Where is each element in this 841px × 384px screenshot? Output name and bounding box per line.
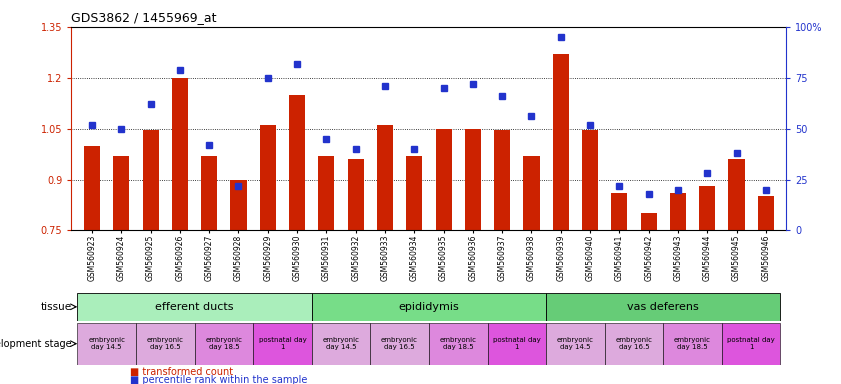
Bar	[670, 193, 686, 230]
Bar	[728, 159, 744, 230]
Bar	[553, 54, 569, 230]
Bar	[194, 323, 253, 365]
Bar	[488, 323, 546, 365]
Bar	[429, 323, 488, 365]
Bar	[611, 193, 627, 230]
Bar	[114, 156, 130, 230]
Bar	[436, 129, 452, 230]
Text: embryonic
day 16.5: embryonic day 16.5	[381, 337, 418, 350]
Bar	[312, 323, 370, 365]
Bar	[260, 125, 276, 230]
Bar	[664, 323, 722, 365]
Text: embryonic
day 16.5: embryonic day 16.5	[616, 337, 653, 350]
Text: embryonic
day 18.5: embryonic day 18.5	[674, 337, 711, 350]
Bar	[172, 78, 188, 230]
Text: embryonic
day 14.5: embryonic day 14.5	[88, 337, 125, 350]
Bar	[546, 293, 780, 321]
Bar	[289, 95, 305, 230]
Bar	[230, 180, 246, 230]
Bar	[641, 214, 657, 230]
Bar	[546, 323, 605, 365]
Bar	[142, 130, 159, 230]
Text: postnatal day
1: postnatal day 1	[493, 337, 541, 350]
Bar	[605, 323, 664, 365]
Bar	[406, 156, 422, 230]
Bar	[318, 156, 335, 230]
Text: development stage: development stage	[0, 339, 72, 349]
Bar	[758, 197, 774, 230]
Bar	[136, 323, 194, 365]
Text: embryonic
day 14.5: embryonic day 14.5	[322, 337, 359, 350]
Bar	[347, 159, 363, 230]
Text: embryonic
day 18.5: embryonic day 18.5	[440, 337, 477, 350]
Bar	[377, 125, 393, 230]
Text: GDS3862 / 1455969_at: GDS3862 / 1455969_at	[71, 11, 217, 24]
Text: embryonic
day 14.5: embryonic day 14.5	[557, 337, 594, 350]
Text: tissue: tissue	[41, 302, 72, 312]
Text: ■ transformed count: ■ transformed count	[130, 367, 234, 377]
Bar	[312, 293, 546, 321]
Bar	[582, 130, 598, 230]
Text: postnatal day
1: postnatal day 1	[727, 337, 775, 350]
Bar	[465, 129, 481, 230]
Text: ■ percentile rank within the sample: ■ percentile rank within the sample	[130, 375, 308, 384]
Bar	[253, 323, 312, 365]
Bar	[84, 146, 100, 230]
Bar	[699, 186, 716, 230]
Text: embryonic
day 16.5: embryonic day 16.5	[146, 337, 183, 350]
Bar	[201, 156, 217, 230]
Bar	[370, 323, 429, 365]
Text: embryonic
day 18.5: embryonic day 18.5	[205, 337, 242, 350]
Text: efferent ducts: efferent ducts	[156, 302, 234, 312]
Text: postnatal day
1: postnatal day 1	[258, 337, 306, 350]
Bar	[77, 293, 312, 321]
Bar	[77, 323, 136, 365]
Bar	[523, 156, 540, 230]
Bar	[722, 323, 780, 365]
Text: vas deferens: vas deferens	[627, 302, 699, 312]
Text: epididymis: epididymis	[399, 302, 459, 312]
Bar	[495, 130, 510, 230]
